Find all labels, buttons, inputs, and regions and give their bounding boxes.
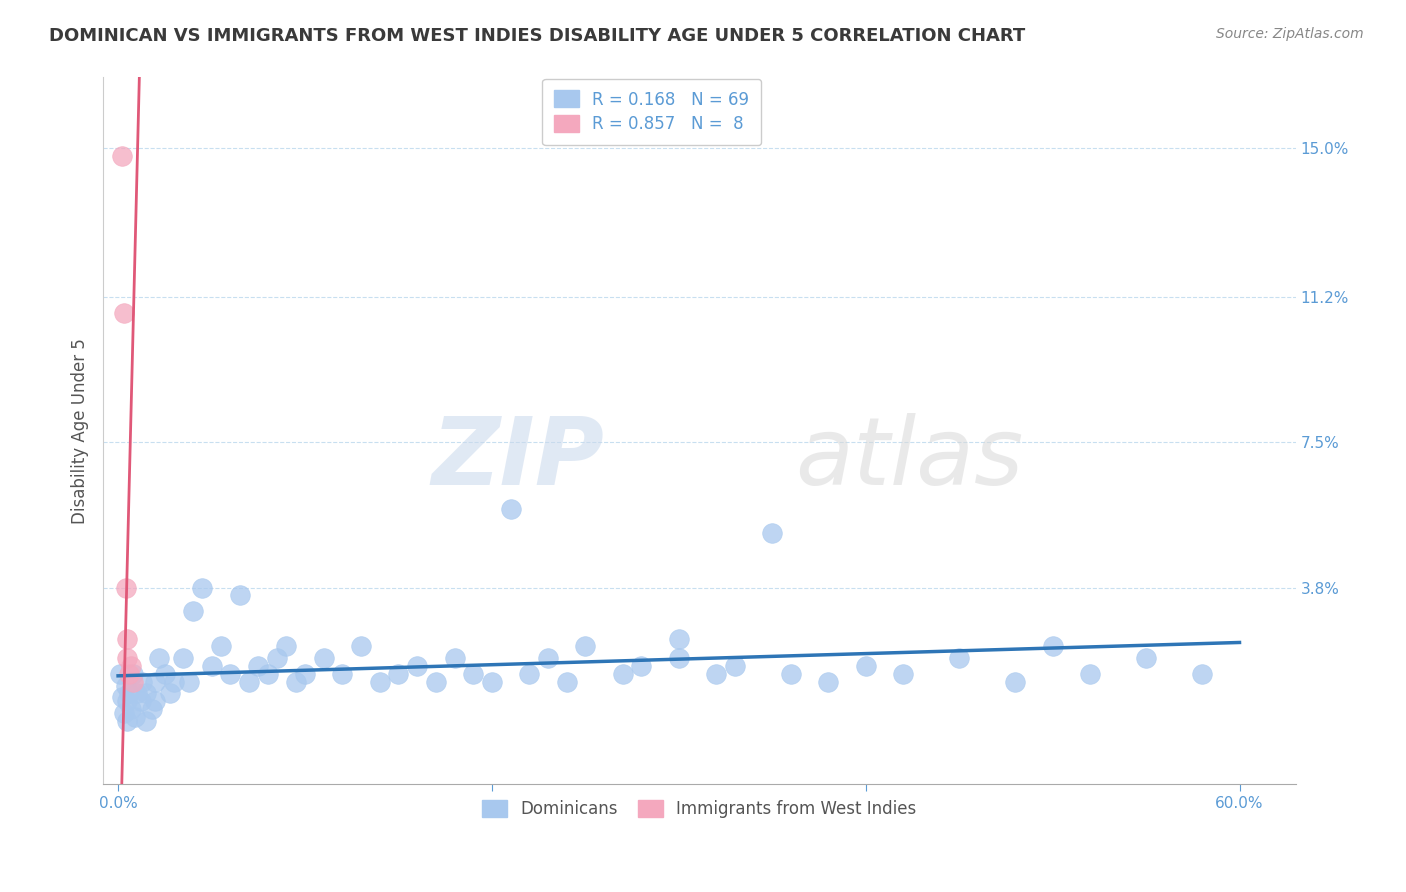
Point	[118, 666, 141, 681]
Point	[173, 651, 195, 665]
Point	[120, 659, 142, 673]
Point	[117, 694, 139, 708]
Point	[118, 686, 141, 700]
Point	[724, 659, 747, 673]
Point	[481, 674, 503, 689]
Point	[517, 666, 540, 681]
Point	[276, 640, 298, 654]
Point	[425, 674, 447, 689]
Point	[135, 686, 157, 700]
Point	[668, 632, 690, 646]
Text: atlas: atlas	[794, 413, 1024, 504]
Point	[191, 581, 214, 595]
Point	[111, 690, 134, 705]
Point	[499, 502, 522, 516]
Point	[131, 674, 153, 689]
Point	[148, 651, 170, 665]
Point	[209, 640, 232, 654]
Point	[117, 632, 139, 646]
Point	[129, 694, 152, 708]
Point	[200, 659, 222, 673]
Point	[145, 694, 167, 708]
Point	[1078, 666, 1101, 681]
Point	[891, 666, 914, 681]
Point	[1191, 666, 1213, 681]
Point	[120, 702, 142, 716]
Legend: Dominicans, Immigrants from West Indies: Dominicans, Immigrants from West Indies	[475, 793, 924, 825]
Point	[177, 674, 200, 689]
Y-axis label: Disability Age Under 5: Disability Age Under 5	[72, 338, 89, 524]
Point	[537, 651, 560, 665]
Point	[114, 679, 136, 693]
Point	[117, 714, 139, 728]
Point	[181, 604, 204, 618]
Point	[368, 674, 391, 689]
Point	[112, 706, 135, 720]
Text: ZIP: ZIP	[432, 413, 605, 505]
Point	[312, 651, 335, 665]
Point	[117, 651, 139, 665]
Point	[1135, 651, 1157, 665]
Point	[332, 666, 354, 681]
Point	[817, 674, 839, 689]
Point	[145, 674, 167, 689]
Point	[350, 640, 373, 654]
Point	[704, 666, 727, 681]
Point	[108, 666, 131, 681]
Point	[387, 666, 409, 681]
Text: Source: ZipAtlas.com: Source: ZipAtlas.com	[1216, 27, 1364, 41]
Point	[443, 651, 465, 665]
Point	[111, 149, 134, 163]
Point	[247, 659, 270, 673]
Point	[463, 666, 485, 681]
Point	[124, 710, 146, 724]
Point	[284, 674, 307, 689]
Point	[555, 674, 578, 689]
Point	[228, 588, 250, 602]
Point	[219, 666, 242, 681]
Point	[141, 702, 163, 716]
Point	[780, 666, 803, 681]
Point	[153, 666, 176, 681]
Point	[668, 651, 690, 665]
Point	[163, 674, 186, 689]
Point	[948, 651, 970, 665]
Text: DOMINICAN VS IMMIGRANTS FROM WEST INDIES DISABILITY AGE UNDER 5 CORRELATION CHAR: DOMINICAN VS IMMIGRANTS FROM WEST INDIES…	[49, 27, 1025, 45]
Point	[112, 306, 135, 320]
Point	[294, 666, 316, 681]
Point	[1042, 640, 1064, 654]
Point	[122, 666, 145, 681]
Point	[855, 659, 877, 673]
Point	[630, 659, 652, 673]
Point	[574, 640, 596, 654]
Point	[122, 674, 145, 689]
Point	[266, 651, 288, 665]
Point	[612, 666, 634, 681]
Point	[256, 666, 278, 681]
Point	[125, 686, 148, 700]
Point	[238, 674, 260, 689]
Point	[135, 714, 157, 728]
Point	[114, 581, 136, 595]
Point	[406, 659, 429, 673]
Point	[1004, 674, 1026, 689]
Point	[159, 686, 181, 700]
Point	[761, 525, 783, 540]
